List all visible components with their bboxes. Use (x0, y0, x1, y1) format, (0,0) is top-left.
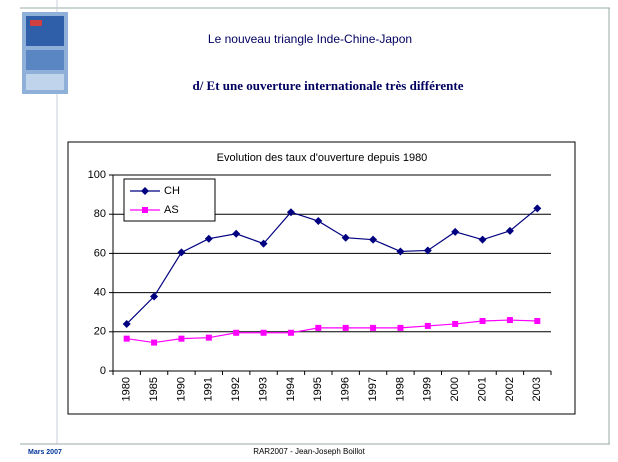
x-tick-label: 2002 (504, 377, 516, 401)
x-tick-label: 1997 (367, 377, 379, 401)
data-point (424, 322, 431, 329)
data-point (178, 335, 185, 342)
data-point (505, 226, 514, 235)
data-point (259, 239, 268, 248)
series-line (126, 319, 538, 344)
chart-title: Evolution des taux d'ouverture depuis 19… (217, 152, 428, 164)
data-point (478, 235, 487, 244)
data-point (534, 318, 541, 325)
footer-date: Mars 2007 (28, 449, 62, 456)
data-point (122, 319, 131, 328)
data-point (397, 324, 404, 331)
y-tick-label: 60 (94, 247, 106, 259)
y-tick-label: 20 (94, 326, 106, 338)
x-tick-label: 1994 (285, 377, 297, 401)
x-tick-label: 1998 (394, 377, 406, 401)
data-point (314, 217, 323, 226)
data-point (342, 324, 349, 331)
x-tick-label: 1993 (257, 377, 269, 401)
data-point (370, 324, 377, 331)
data-point (205, 334, 212, 341)
data-point (232, 229, 241, 238)
x-tick-label: 1996 (340, 377, 352, 401)
series-line (126, 207, 538, 325)
data-point (287, 329, 294, 336)
legend-label: AS (164, 204, 179, 216)
x-tick-label: 1990 (175, 377, 187, 401)
data-point (286, 208, 295, 217)
data-point (479, 318, 486, 325)
slide-subtitle: d/ Et une ouverture internationale très … (192, 78, 463, 93)
legend-marker (142, 207, 148, 213)
x-tick-label: 1991 (203, 377, 215, 401)
data-point (423, 246, 432, 255)
data-point (451, 227, 460, 236)
x-tick-label: 1995 (312, 377, 324, 401)
footer-author: RAR2007 - Jean-Joseph Boillot (253, 447, 365, 456)
data-point (150, 292, 159, 301)
data-point (151, 339, 158, 346)
x-tick-label: 2000 (449, 377, 461, 401)
x-tick-label: 2001 (476, 377, 488, 401)
data-point (260, 329, 267, 336)
x-tick-label: 2003 (531, 377, 543, 401)
y-tick-label: 40 (94, 287, 106, 299)
legend-marker (141, 187, 149, 195)
data-point (233, 329, 240, 336)
data-point (315, 324, 322, 331)
legend-box (123, 178, 216, 222)
x-tick-label: 1999 (422, 377, 434, 401)
data-point (369, 235, 378, 244)
x-tick-label: 1992 (230, 377, 242, 401)
y-tick-label: 100 (88, 169, 106, 181)
data-point (452, 320, 459, 327)
logo-image (22, 12, 68, 94)
data-point (123, 335, 130, 342)
data-point (177, 248, 186, 257)
data-point (533, 204, 542, 213)
legend-label: CH (164, 185, 180, 197)
data-point (506, 317, 513, 324)
data-point (341, 233, 350, 242)
y-tick-label: 0 (100, 365, 106, 377)
data-point (396, 247, 405, 256)
x-tick-label: 1985 (148, 377, 160, 401)
data-point (204, 234, 213, 243)
slide-title: Le nouveau triangle Inde-Chine-Japon (208, 32, 412, 46)
x-tick-label: 1980 (121, 377, 133, 401)
y-tick-label: 80 (94, 208, 106, 220)
